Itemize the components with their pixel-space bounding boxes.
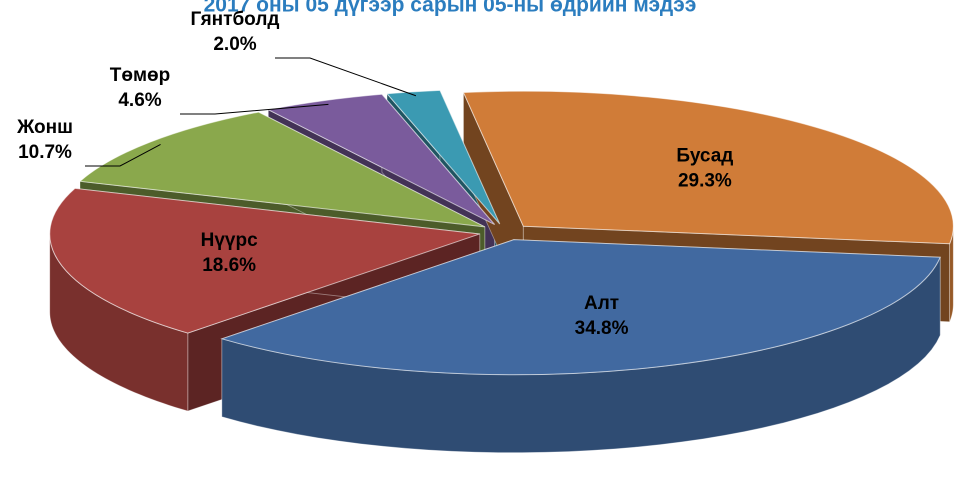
slice-label: Төмөр [110,65,170,86]
slice-value: 34.8% [575,318,629,339]
leader-line [85,144,161,167]
slice-label: Бусад [676,146,733,167]
slice [220,239,941,376]
slice-value: 2.0% [213,34,256,55]
pie-labels: Бусад 29.3% Алт 34.8% Нүүрс 18.6% Жонш 10.7% Төм… [16,9,733,339]
chart-title: 2017 оны 05 дүгээр сарын 05-ны өдрийн мэ… [204,0,697,17]
leader-line [180,103,329,115]
slice-label: Нүүрс [201,230,258,251]
slice [78,111,486,228]
slice-label: Жонш [16,117,73,138]
slice-label: Алт [584,293,619,314]
leader-line [275,57,417,97]
slice [49,187,480,334]
slice [386,89,501,225]
slice-value: 18.6% [202,255,256,276]
slice [462,90,954,245]
slice-value: 10.7% [18,142,72,163]
pie-tops [49,89,954,376]
slice-value: 29.3% [678,171,732,192]
slice-value: 4.6% [118,90,161,111]
slice-label: Гянтболд [191,9,280,30]
